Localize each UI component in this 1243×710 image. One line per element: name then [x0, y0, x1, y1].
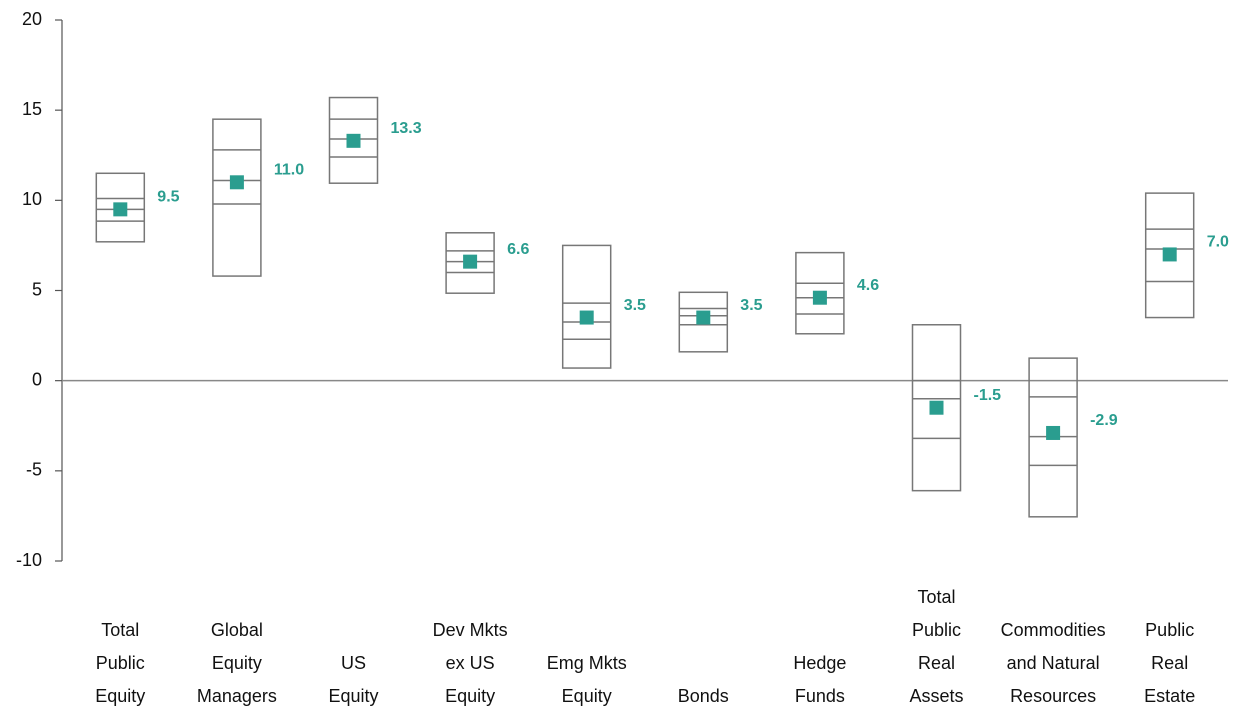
- x-tick-label: Public: [1145, 620, 1194, 640]
- box: [795, 251, 845, 335]
- value-label: 11.0: [274, 162, 304, 179]
- marker: [579, 310, 594, 325]
- box: [212, 118, 262, 277]
- marker: [463, 254, 478, 269]
- x-tick-label: Total: [917, 587, 955, 607]
- marker: [1046, 425, 1061, 440]
- x-tick-label: Real: [918, 653, 955, 673]
- x-tick-label: ex US: [446, 653, 495, 673]
- marker: [1162, 247, 1177, 262]
- marker: [929, 400, 944, 415]
- x-tick-label: and Natural: [1007, 653, 1100, 673]
- marker: [229, 175, 244, 190]
- x-tick-label: Equity: [95, 686, 145, 706]
- box: [328, 96, 379, 184]
- x-tick-label: Assets: [909, 686, 963, 706]
- x-tick-label: Global: [211, 620, 263, 640]
- x-tick-label: Real: [1151, 653, 1188, 673]
- x-tick-label: Commodities: [1001, 620, 1106, 640]
- value-label: -1.5: [974, 387, 1002, 404]
- y-tick-label: 10: [22, 189, 42, 209]
- y-tick-label: -10: [16, 550, 42, 570]
- x-tick-label: Equity: [445, 686, 495, 706]
- x-tick-label: Funds: [795, 686, 845, 706]
- box: [445, 232, 495, 294]
- x-tick-label: Equity: [212, 653, 262, 673]
- value-label: 6.6: [507, 241, 529, 258]
- value-label: 3.5: [740, 297, 762, 314]
- box: [561, 244, 612, 369]
- box: [1144, 192, 1195, 319]
- y-tick-label: -5: [26, 460, 42, 480]
- x-tick-label: Public: [912, 620, 961, 640]
- x-tick-label: US: [341, 653, 366, 673]
- x-tick-label: Managers: [197, 686, 277, 706]
- marker: [346, 133, 361, 148]
- x-tick-label: Equity: [328, 686, 378, 706]
- value-label: -2.9: [1090, 412, 1118, 429]
- x-tick-label: Hedge: [793, 653, 846, 673]
- x-tick-label: Emg Mkts: [547, 653, 627, 673]
- box: [95, 172, 146, 243]
- x-tick-label: Equity: [562, 686, 612, 706]
- marker: [812, 290, 827, 305]
- x-tick-label: Total: [101, 620, 139, 640]
- value-label: 13.3: [391, 120, 422, 137]
- value-label: 7.0: [1207, 234, 1229, 251]
- y-tick-label: 15: [22, 99, 42, 119]
- box: [678, 291, 729, 353]
- value-label: 4.6: [857, 277, 879, 294]
- x-tick-label: Public: [96, 653, 145, 673]
- y-tick-label: 5: [32, 279, 42, 299]
- marker: [113, 202, 128, 217]
- x-tick-label: Estate: [1144, 686, 1195, 706]
- y-tick-label: 0: [32, 369, 42, 389]
- marker: [696, 310, 711, 325]
- value-label: 3.5: [624, 297, 646, 314]
- value-label: 9.5: [157, 189, 179, 206]
- box: [1028, 357, 1078, 518]
- box: [911, 324, 962, 492]
- x-tick-label: Resources: [1010, 686, 1096, 706]
- y-tick-label: 20: [22, 9, 42, 29]
- x-tick-label: Bonds: [678, 686, 729, 706]
- x-tick-label: Dev Mkts: [433, 620, 508, 640]
